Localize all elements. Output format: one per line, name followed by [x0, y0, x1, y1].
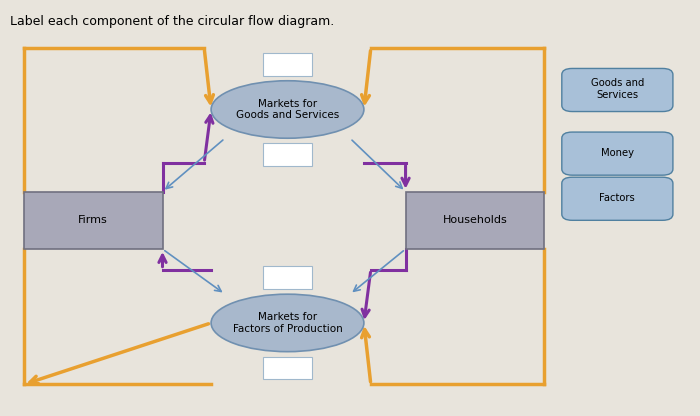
Ellipse shape	[211, 81, 364, 138]
Text: Factors: Factors	[599, 193, 635, 203]
Text: Markets for
Factors of Production: Markets for Factors of Production	[232, 312, 342, 334]
FancyBboxPatch shape	[562, 177, 673, 220]
Text: Markets for
Goods and Services: Markets for Goods and Services	[236, 99, 339, 120]
FancyBboxPatch shape	[263, 144, 312, 166]
Text: Label each component of the circular flow diagram.: Label each component of the circular flo…	[10, 15, 334, 28]
FancyBboxPatch shape	[263, 267, 312, 289]
FancyBboxPatch shape	[562, 69, 673, 111]
FancyBboxPatch shape	[562, 132, 673, 175]
Text: Goods and
Services: Goods and Services	[591, 78, 644, 100]
Text: Households: Households	[442, 215, 507, 225]
Text: Firms: Firms	[78, 215, 108, 225]
FancyBboxPatch shape	[24, 192, 162, 249]
Text: Money: Money	[601, 148, 634, 158]
Ellipse shape	[211, 294, 364, 352]
FancyBboxPatch shape	[263, 53, 312, 76]
FancyBboxPatch shape	[405, 192, 545, 249]
FancyBboxPatch shape	[263, 357, 312, 379]
